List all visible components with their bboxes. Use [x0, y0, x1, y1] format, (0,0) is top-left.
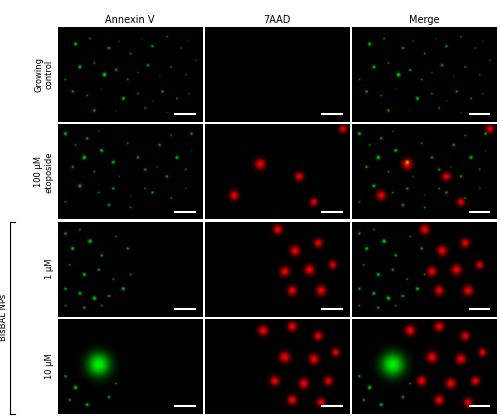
Text: Growing
control: Growing control [34, 57, 54, 92]
Text: 10 μM: 10 μM [44, 354, 54, 379]
Text: Annexin V: Annexin V [105, 15, 154, 25]
Text: 7AAD: 7AAD [263, 15, 290, 25]
Text: 100 μM
etoposide: 100 μM etoposide [34, 151, 54, 193]
Text: 1 μM: 1 μM [44, 259, 54, 280]
Text: Merge: Merge [408, 15, 439, 25]
Text: BisBAL NPs: BisBAL NPs [0, 294, 8, 342]
